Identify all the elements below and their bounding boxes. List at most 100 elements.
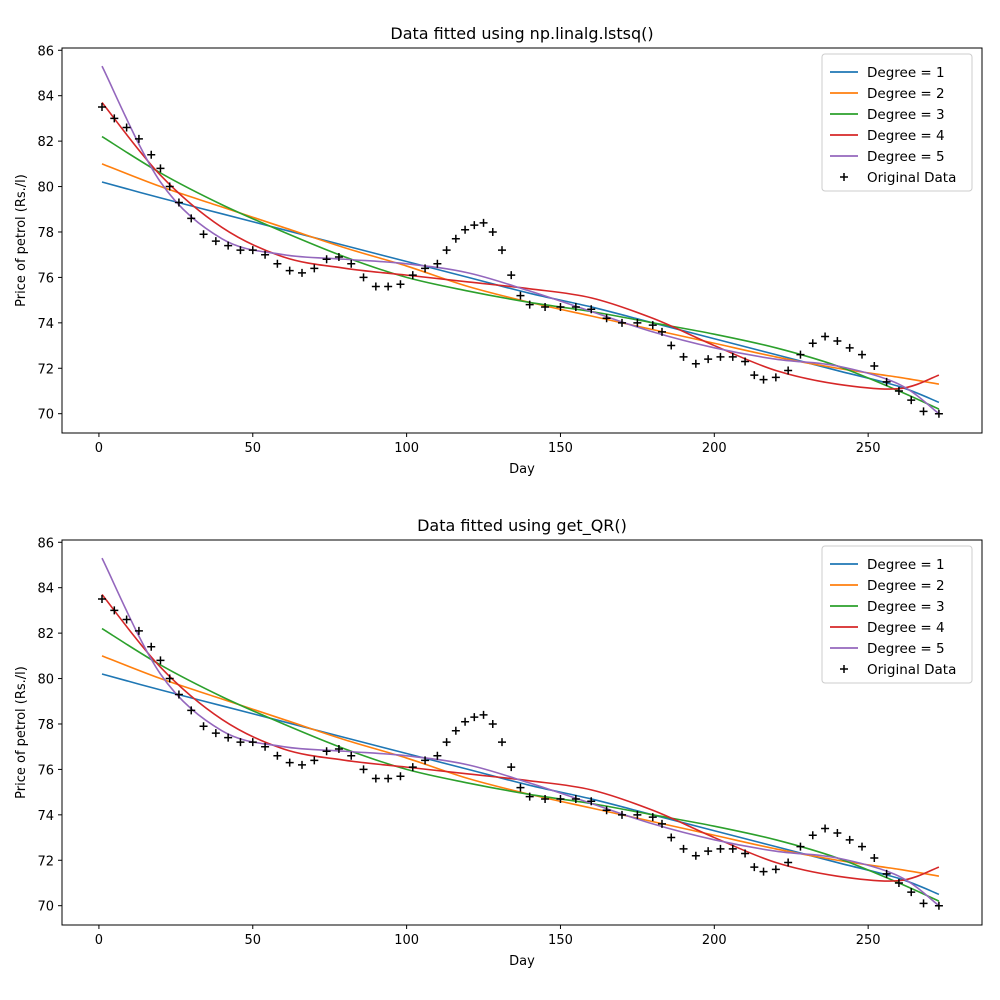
y-tick-label: 78 bbox=[37, 718, 54, 733]
data-point-marker bbox=[236, 738, 245, 747]
data-point-marker bbox=[488, 227, 497, 236]
data-point-marker bbox=[273, 751, 282, 760]
data-point-marker bbox=[451, 234, 460, 243]
x-axis-label: Day bbox=[509, 462, 535, 477]
data-point-marker bbox=[165, 182, 174, 191]
fit-line-degree-4 bbox=[101, 102, 940, 390]
data-point-marker bbox=[907, 396, 916, 405]
data-point-marker bbox=[704, 847, 713, 856]
data-point-marker bbox=[516, 783, 525, 792]
fit-line-degree-5 bbox=[101, 557, 940, 907]
fit-line-degree-2 bbox=[101, 655, 940, 877]
data-point-marker bbox=[618, 318, 626, 327]
data-point-marker bbox=[667, 833, 676, 842]
legend-swatch-original-data bbox=[840, 173, 848, 181]
data-point-marker bbox=[716, 844, 725, 853]
data-point-marker bbox=[461, 225, 470, 234]
legend-label: Degree = 4 bbox=[867, 620, 945, 636]
plot-frame bbox=[61, 47, 983, 434]
data-point-marker bbox=[322, 255, 331, 264]
data-point-marker bbox=[442, 246, 451, 255]
data-point-marker bbox=[498, 738, 506, 747]
data-point-marker bbox=[750, 863, 759, 872]
y-tick-label: 80 bbox=[37, 673, 54, 688]
data-point-marker bbox=[845, 343, 854, 352]
chart-panel-2: Data fitted using get_QR() 0 50 100 150 200 25… bbox=[14, 516, 983, 969]
data-point-marker bbox=[571, 794, 580, 803]
data-point-marker bbox=[691, 851, 700, 860]
data-point-marker bbox=[919, 899, 928, 908]
data-point-marker bbox=[134, 134, 143, 143]
data-point-marker bbox=[433, 751, 442, 760]
data-point-marker bbox=[516, 291, 525, 300]
data-point-marker bbox=[359, 765, 368, 774]
y-tick-label: 70 bbox=[37, 900, 54, 915]
data-point-marker bbox=[759, 867, 768, 876]
data-point-marker bbox=[784, 858, 793, 867]
legend-label: Degree = 3 bbox=[867, 107, 945, 123]
data-point-marker bbox=[261, 742, 270, 751]
data-point-marker bbox=[679, 352, 688, 361]
data-point-marker bbox=[556, 302, 565, 311]
legend-label: Degree = 2 bbox=[867, 578, 945, 594]
y-tick-label: 78 bbox=[37, 226, 54, 241]
data-point-marker bbox=[488, 719, 497, 728]
chart-title: Data fitted using np.linalg.lstsq() bbox=[390, 24, 653, 43]
fit-line-degree-4 bbox=[101, 594, 940, 882]
data-point-marker bbox=[408, 763, 417, 772]
data-point-marker bbox=[633, 318, 642, 327]
data-point-marker bbox=[470, 221, 479, 230]
y-tick-label: 74 bbox=[37, 317, 54, 332]
y-tick-label: 86 bbox=[37, 536, 54, 551]
fit-line-degree-5 bbox=[101, 65, 940, 415]
data-point-marker bbox=[384, 282, 393, 291]
data-point-marker bbox=[934, 901, 943, 910]
data-point-marker bbox=[298, 268, 306, 277]
data-point-marker bbox=[261, 250, 270, 259]
data-point-marker bbox=[602, 806, 611, 815]
y-tick-label: 70 bbox=[37, 408, 54, 423]
data-point-marker bbox=[728, 844, 737, 853]
data-point-marker bbox=[507, 271, 516, 280]
y-tick-label: 82 bbox=[37, 135, 54, 150]
data-point-marker bbox=[359, 273, 368, 282]
legend-swatch-original-data bbox=[840, 665, 848, 673]
data-point-marker bbox=[408, 271, 417, 280]
x-tick-label: 250 bbox=[856, 933, 881, 948]
data-point-marker bbox=[334, 252, 343, 261]
legend-label: Degree = 4 bbox=[867, 128, 945, 144]
x-tick-label: 150 bbox=[548, 441, 573, 456]
data-point-marker bbox=[134, 626, 143, 635]
data-point-marker bbox=[110, 114, 119, 123]
legend-box bbox=[821, 545, 973, 684]
data-point-marker bbox=[648, 321, 657, 330]
data-point-marker bbox=[122, 123, 131, 132]
data-point-marker bbox=[174, 198, 183, 207]
data-point-marker bbox=[602, 314, 611, 323]
x-tick-label: 50 bbox=[244, 933, 261, 948]
data-point-marker bbox=[808, 339, 817, 348]
y-tick-label: 76 bbox=[37, 271, 54, 286]
data-point-marker bbox=[618, 810, 626, 819]
data-point-marker bbox=[821, 824, 830, 833]
data-point-marker bbox=[894, 878, 903, 887]
data-point-marker bbox=[907, 888, 916, 897]
data-point-marker bbox=[771, 865, 780, 874]
data-point-marker bbox=[750, 371, 759, 380]
y-tick-label: 82 bbox=[37, 627, 54, 642]
data-point-marker bbox=[285, 266, 294, 275]
x-tick-label: 150 bbox=[548, 933, 573, 948]
data-point-marker bbox=[224, 241, 233, 250]
data-point-marker bbox=[211, 729, 220, 738]
data-point-marker bbox=[858, 842, 866, 851]
legend-label: Degree = 1 bbox=[867, 65, 945, 81]
data-point-marker bbox=[322, 747, 331, 756]
data-point-marker bbox=[211, 237, 220, 246]
fit-line-degree-3 bbox=[101, 627, 940, 902]
y-tick-label: 72 bbox=[37, 362, 54, 377]
data-point-marker bbox=[808, 831, 817, 840]
data-point-marker bbox=[667, 341, 676, 350]
data-point-marker bbox=[894, 386, 903, 395]
fit-line-degree-2 bbox=[101, 163, 940, 385]
y-tick-label: 76 bbox=[37, 763, 54, 778]
